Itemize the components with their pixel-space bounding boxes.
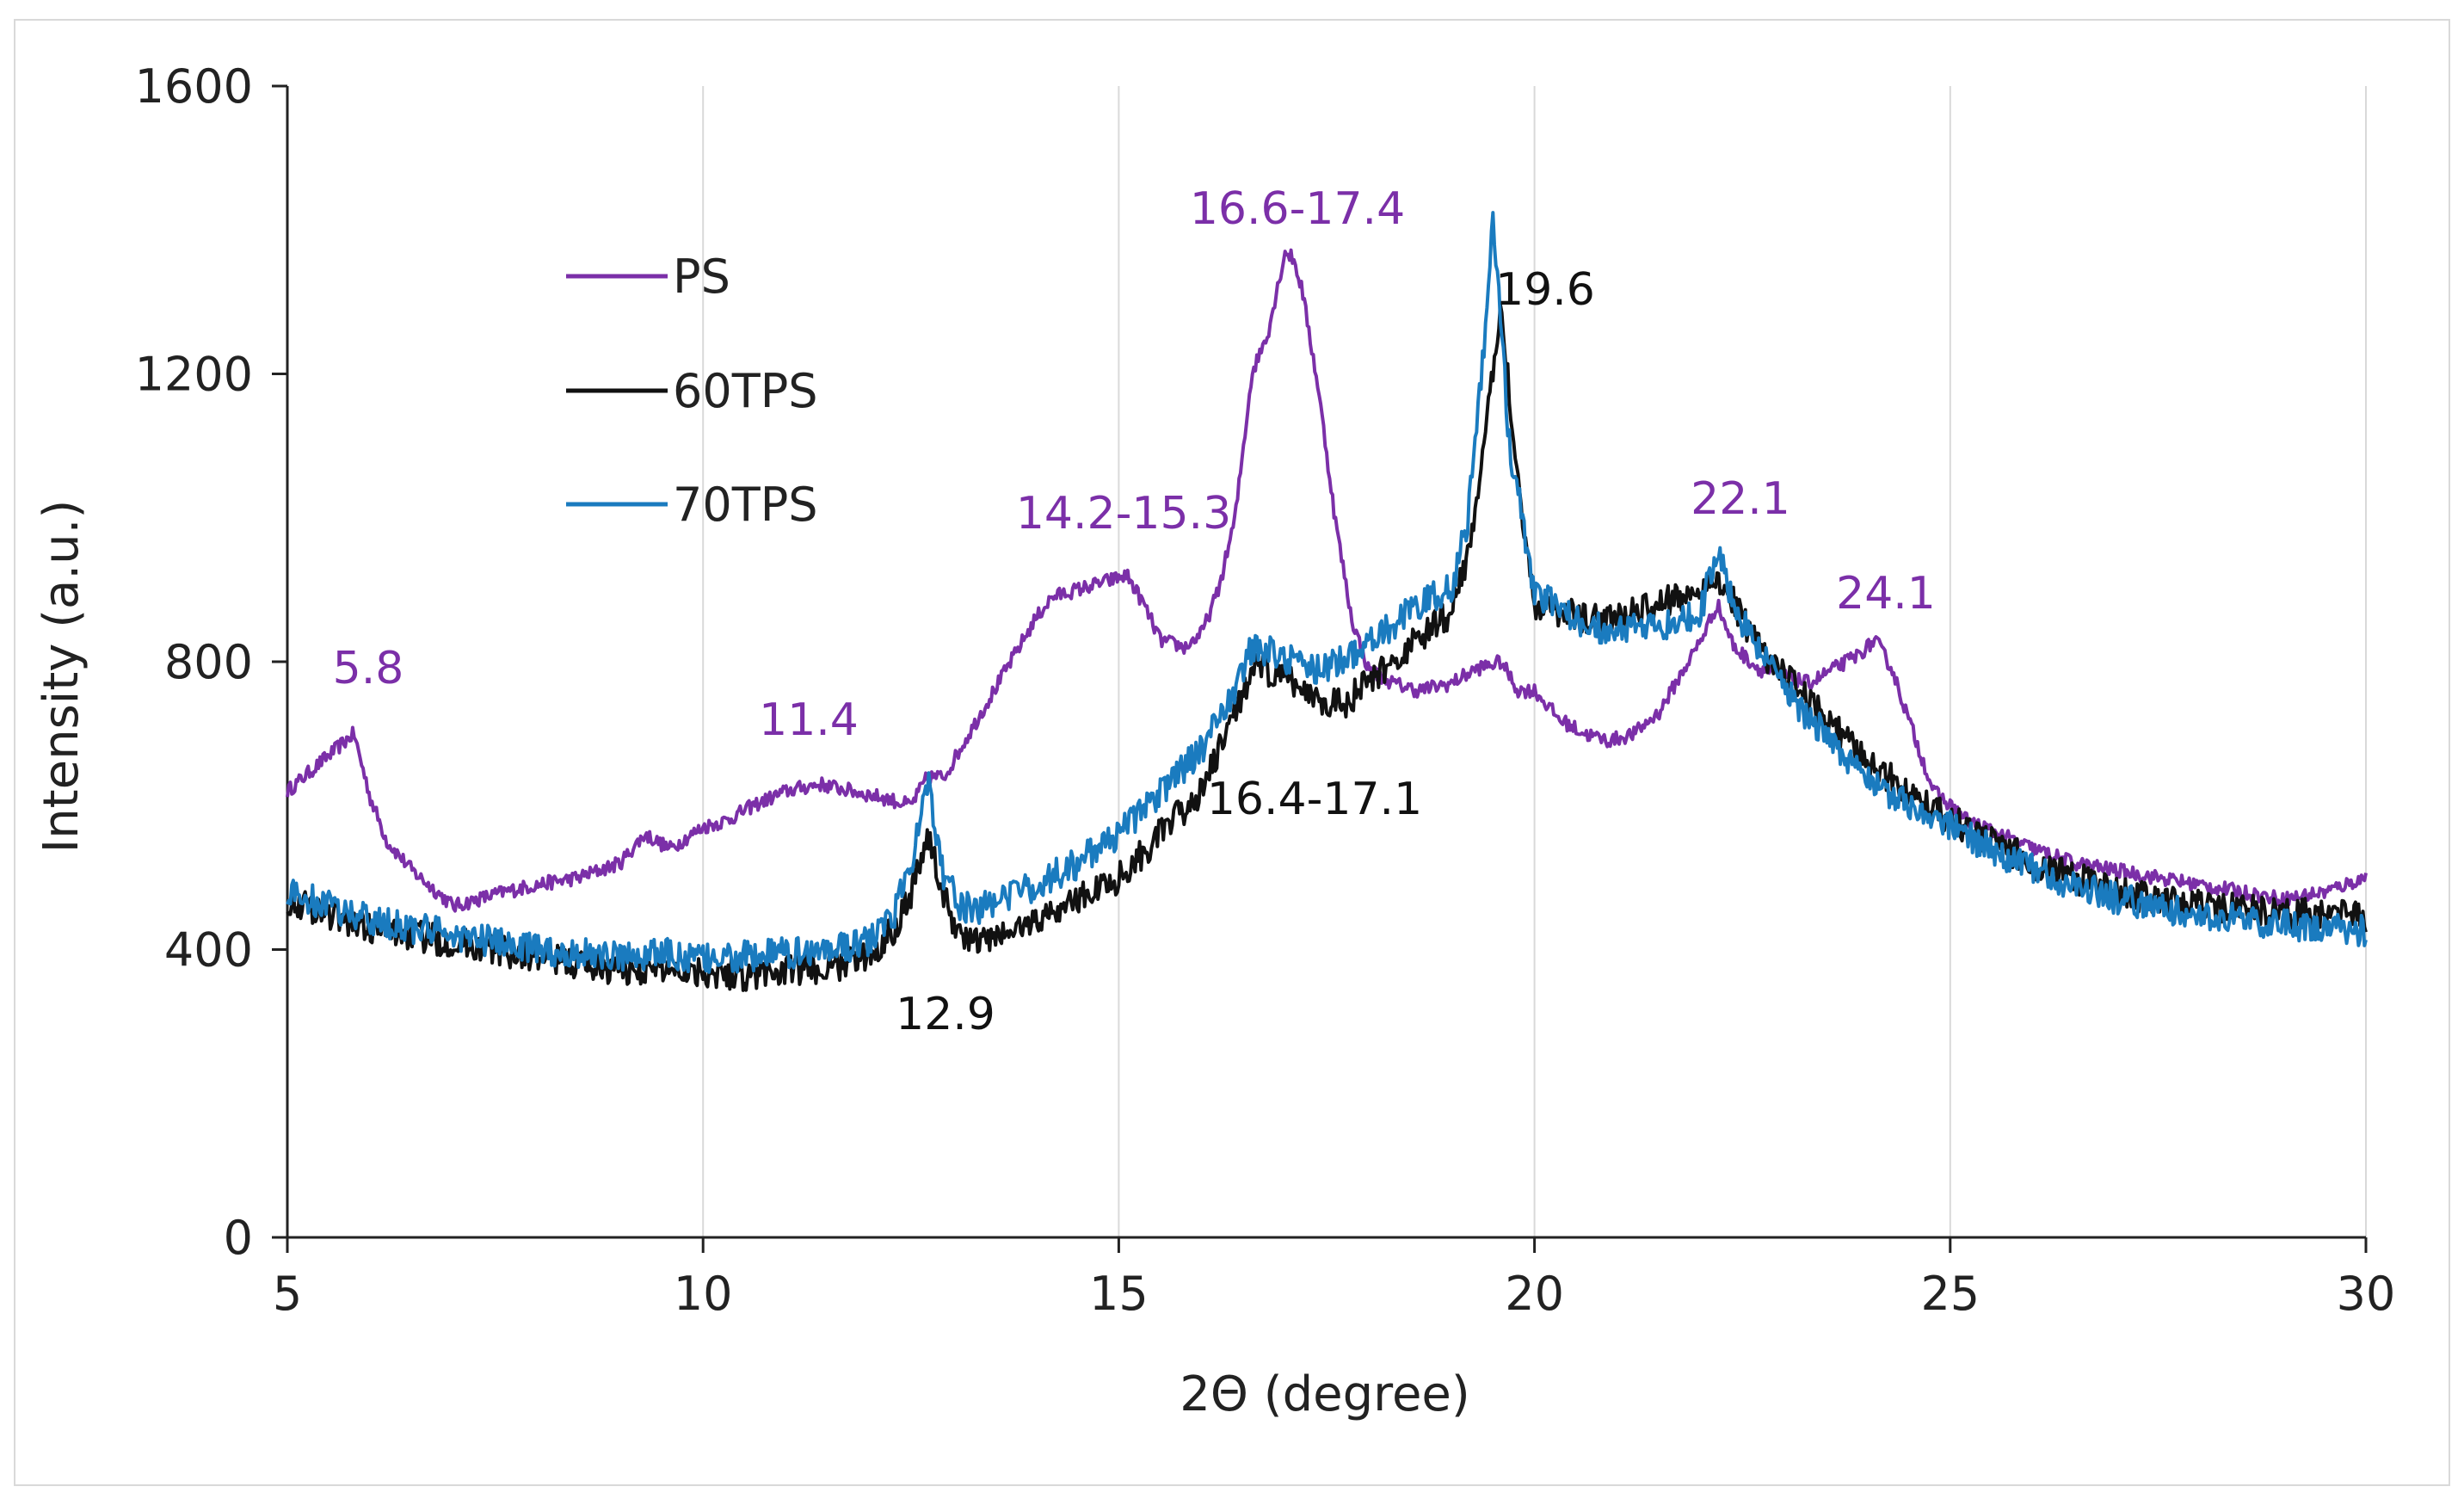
x-tick-label-10: 10 — [674, 1267, 733, 1321]
annotation-16-6-17-4: 16.6-17.4 — [1190, 183, 1405, 235]
y-tick-label-1200: 1200 — [135, 348, 253, 402]
y-tick-label-1600: 1600 — [135, 59, 253, 114]
annotation-14-2-15-3: 14.2-15.3 — [1016, 488, 1231, 540]
y-tick-labels: 0 400 800 1200 1600 — [135, 59, 253, 1265]
gridlines — [702, 86, 2367, 1237]
annotation-11-4: 11.4 — [759, 694, 859, 746]
series-lines — [286, 211, 2368, 992]
annotation-22-1: 22.1 — [1691, 473, 1790, 525]
y-tick-label-400: 400 — [164, 923, 253, 978]
annotation-19-6: 19.6 — [1495, 264, 1595, 316]
series-line-ps — [286, 248, 2368, 913]
legend-label-60tps: 60TPS — [673, 364, 818, 418]
x-tick-labels: 5 10 15 20 25 30 — [273, 1267, 2396, 1321]
x-tick-label-25: 25 — [1920, 1267, 1980, 1321]
legend: PS 60TPS 70TPS — [566, 250, 818, 532]
axes — [272, 84, 2368, 1253]
y-axis-title: Intensity (a.u.) — [34, 500, 89, 854]
annotation-5-8: 5.8 — [333, 643, 404, 694]
x-tick-label-15: 15 — [1089, 1267, 1149, 1321]
chart-frame: 5 10 15 20 25 30 0 400 800 1200 1600 5.8 11.4 14.2-… — [14, 19, 2450, 1486]
y-tick-label-800: 800 — [164, 635, 253, 689]
xrd-line-chart: 5 10 15 20 25 30 0 400 800 1200 1600 5.8 11.4 14.2-… — [34, 59, 2396, 1422]
annotation-16-4-17-1: 16.4-17.1 — [1207, 774, 1422, 825]
x-tick-label-5: 5 — [273, 1267, 302, 1321]
series-line-70tps — [286, 211, 2368, 974]
legend-label-ps: PS — [673, 250, 730, 304]
annotation-24-1: 24.1 — [1836, 568, 1936, 620]
x-tick-label-30: 30 — [2337, 1267, 2396, 1321]
peak-annotations: 5.8 11.4 14.2-15.3 16.6-17.4 22.1 24.1 19.6 12.… — [333, 183, 1936, 1040]
x-tick-label-20: 20 — [1505, 1267, 1564, 1321]
annotation-12-9: 12.9 — [896, 989, 995, 1040]
x-axis-title: 2Θ (degree) — [1180, 1366, 1469, 1422]
y-tick-label-0: 0 — [224, 1211, 253, 1265]
legend-label-70tps: 70TPS — [673, 478, 818, 532]
